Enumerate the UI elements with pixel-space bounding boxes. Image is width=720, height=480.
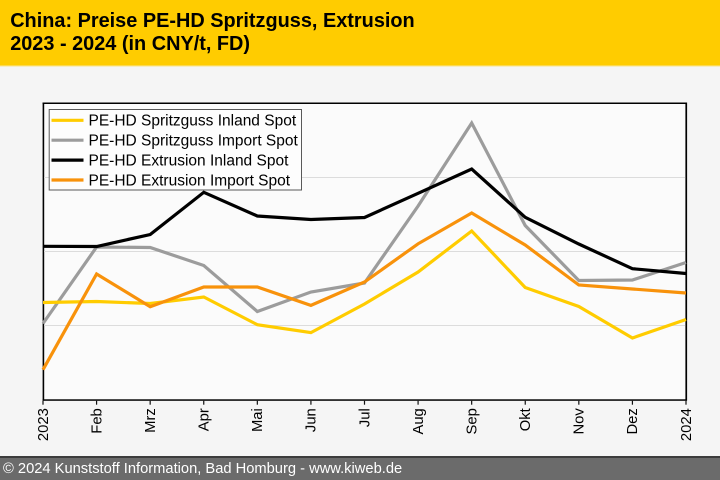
svg-text:Jun: Jun <box>304 408 320 432</box>
svg-text:Dez: Dez <box>625 408 641 434</box>
svg-text:Aug: Aug <box>411 408 427 434</box>
svg-text:Okt: Okt <box>518 408 534 431</box>
svg-text:Sep: Sep <box>465 408 481 434</box>
svg-text:PE-HD Spritzguss Inland Spot: PE-HD Spritzguss Inland Spot <box>89 113 297 130</box>
svg-text:Mai: Mai <box>250 408 266 432</box>
svg-text:2023: 2023 <box>36 408 52 441</box>
svg-text:Mrz: Mrz <box>143 408 159 433</box>
svg-text:PE-HD Extrusion Import Spot: PE-HD Extrusion Import Spot <box>89 172 291 189</box>
svg-text:2024: 2024 <box>679 408 695 441</box>
svg-text:Nov: Nov <box>572 408 588 435</box>
svg-text:Apr: Apr <box>197 408 213 431</box>
svg-text:Feb: Feb <box>89 408 105 434</box>
svg-text:PE-HD Spritzguss Import Spot: PE-HD Spritzguss Import Spot <box>89 133 299 150</box>
svg-text:PE-HD Extrusion Inland Spot: PE-HD Extrusion Inland Spot <box>89 152 290 169</box>
svg-text:Jul: Jul <box>357 408 373 427</box>
